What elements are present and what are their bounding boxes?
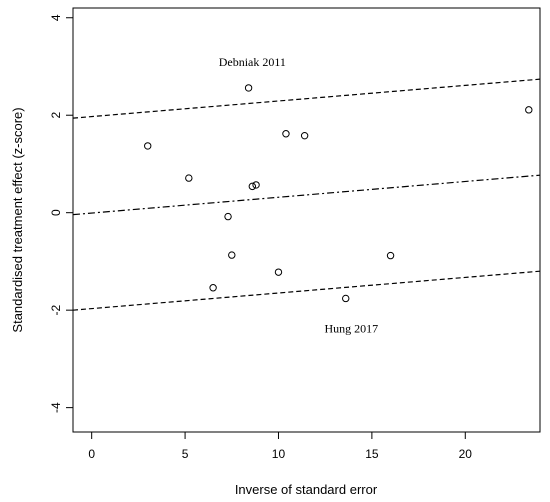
study-annotation: Hung 2017	[324, 322, 378, 336]
x-axis: 0 5 10 15 20	[88, 432, 472, 461]
data-point	[185, 174, 193, 182]
data-points	[144, 84, 533, 303]
x-tick-label: 20	[459, 447, 473, 461]
x-tick-label: 15	[365, 447, 379, 461]
data-point	[386, 251, 395, 260]
y-axis-title: Standardised treatment effect (z-score)	[10, 107, 25, 332]
y-tick-label: 0	[49, 209, 63, 216]
data-point	[248, 182, 257, 191]
annotations: Debniak 2011 Hung 2017	[219, 55, 378, 336]
upper-limit-line	[72, 78, 541, 119]
plot-frame	[72, 7, 541, 433]
x-tick-label: 5	[182, 447, 189, 461]
study-annotation: Debniak 2011	[219, 55, 286, 69]
data-point	[228, 251, 236, 259]
lower-limit-line	[72, 270, 541, 311]
x-tick-label: 0	[88, 447, 95, 461]
y-tick-label: 4	[49, 14, 63, 21]
data-point	[282, 130, 290, 138]
reference-lines	[72, 78, 541, 311]
y-axis: -4 -2 0 2 4	[49, 14, 73, 413]
data-point	[144, 142, 152, 150]
x-tick-label: 10	[272, 447, 286, 461]
data-point	[300, 131, 309, 140]
y-tick-label: 2	[49, 112, 63, 119]
y-tick-label: -4	[49, 402, 63, 413]
data-point	[209, 284, 217, 292]
data-point	[244, 84, 253, 92]
data-point	[224, 212, 232, 221]
y-tick-label: -2	[49, 305, 63, 316]
data-point	[342, 294, 350, 303]
regression-line	[72, 174, 541, 216]
data-point	[274, 268, 283, 276]
data-point	[525, 106, 533, 114]
x-axis-title: Inverse of standard error	[235, 482, 378, 497]
data-point	[252, 181, 260, 189]
